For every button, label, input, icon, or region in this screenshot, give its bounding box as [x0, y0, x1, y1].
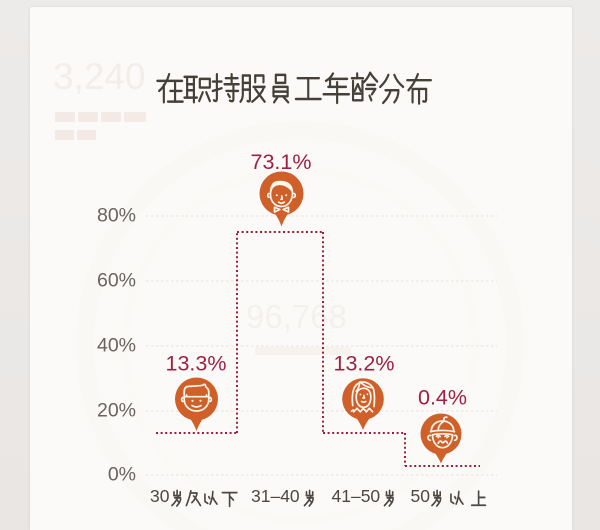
svg-text:13.3%: 13.3%: [166, 352, 227, 376]
svg-text:13.2%: 13.2%: [334, 352, 395, 376]
svg-text:50: 50: [411, 486, 431, 506]
svg-text:41–50: 41–50: [332, 486, 381, 506]
svg-text:60%: 60%: [97, 270, 136, 292]
svg-text:3,240: 3,240: [53, 56, 146, 97]
svg-text:80%: 80%: [97, 205, 136, 227]
svg-text:73.1%: 73.1%: [251, 150, 312, 174]
svg-text:30: 30: [150, 486, 170, 506]
svg-text:31–40: 31–40: [251, 486, 300, 506]
svg-text:96,768: 96,768: [246, 298, 347, 335]
svg-text:20%: 20%: [97, 400, 136, 422]
svg-text:40%: 40%: [97, 335, 136, 357]
svg-text:0%: 0%: [108, 464, 136, 486]
svg-text:0.4%: 0.4%: [418, 386, 467, 410]
